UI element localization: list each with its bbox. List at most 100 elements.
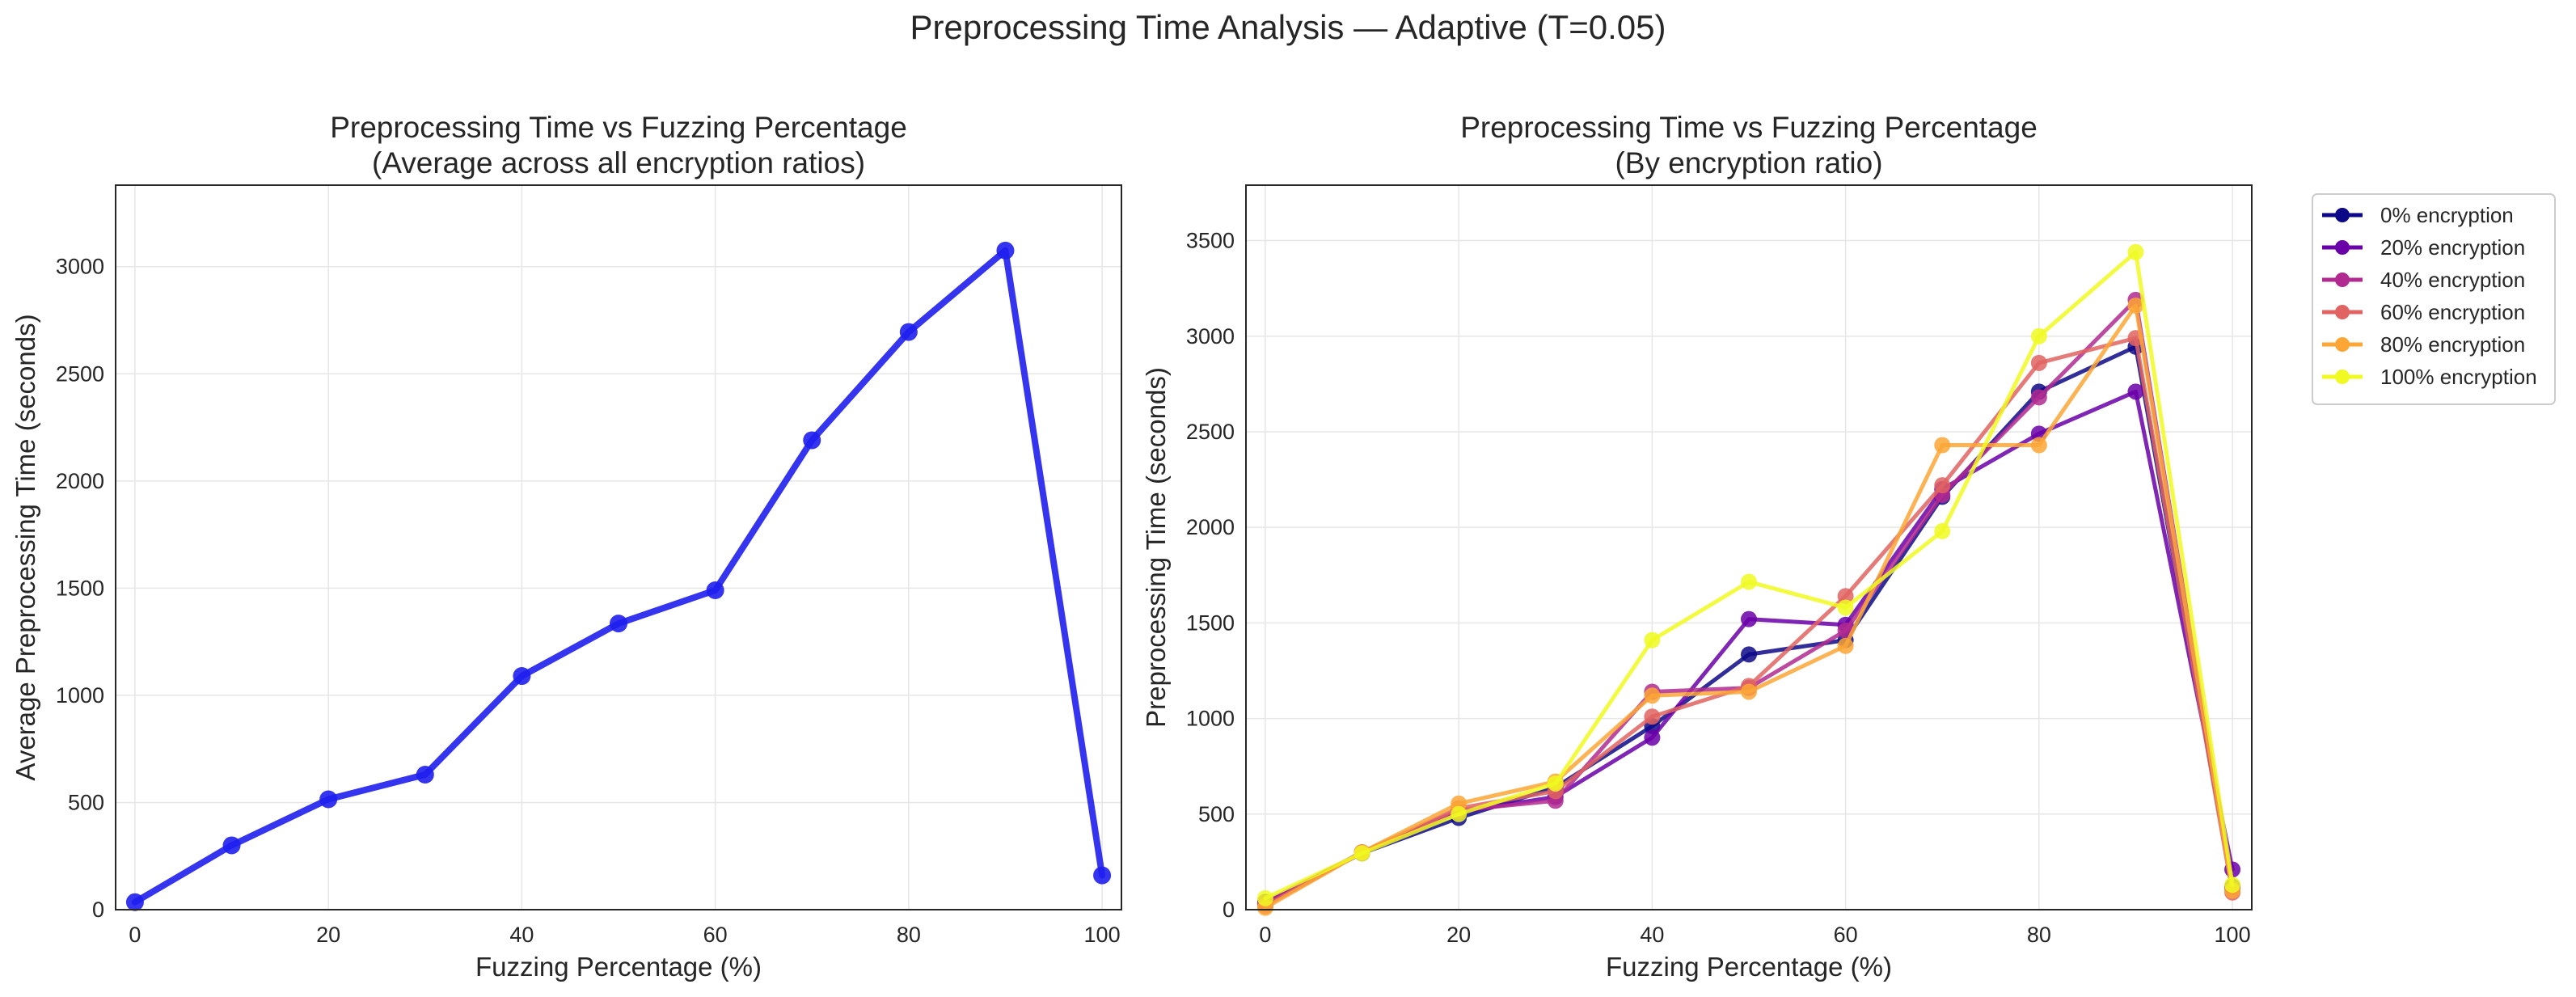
x-tick-label: 80	[897, 923, 921, 947]
average-chart-marks	[125, 241, 1112, 911]
data-point	[2127, 383, 2144, 400]
by-encryption-chart-frame	[1245, 184, 2253, 910]
y-tick-label: 1000	[56, 683, 104, 708]
x-tick-label: 20	[1446, 923, 1471, 947]
data-point	[1741, 683, 1757, 700]
data-point	[996, 241, 1015, 260]
data-point	[1741, 610, 1757, 627]
data-point	[2030, 437, 2047, 454]
data-point	[319, 790, 338, 809]
legend-frame	[2312, 193, 2556, 405]
by-encryption-chart-xlabel: Fuzzing Percentage (%)	[1606, 952, 1892, 982]
x-tick-label: 80	[2027, 923, 2051, 947]
y-tick-label: 2500	[56, 361, 104, 386]
data-point	[416, 765, 434, 784]
x-tick-label: 0	[1259, 923, 1271, 947]
y-tick-label: 0	[1223, 898, 1235, 922]
legend-label: 20% encryption	[2380, 235, 2525, 260]
data-point	[125, 893, 144, 911]
legend-label: 0% encryption	[2380, 203, 2514, 227]
data-point	[222, 836, 241, 855]
by-encryption-chart-title: Preprocessing Time vs Fuzzing Percentage	[1460, 111, 2038, 144]
legend-item: 100% encryption	[2322, 365, 2537, 389]
legend-item: 0% encryption	[2322, 203, 2514, 227]
data-point	[2127, 243, 2144, 260]
y-tick-label: 2500	[1186, 420, 1235, 444]
data-point	[610, 615, 627, 633]
average-chart-title: Preprocessing Time vs Fuzzing Percentage	[330, 111, 907, 144]
data-point	[1547, 775, 1564, 792]
data-point	[2030, 354, 2047, 371]
legend-label: 100% encryption	[2380, 365, 2537, 389]
data-point	[1256, 889, 1273, 906]
x-tick-label: 60	[1834, 923, 1858, 947]
y-tick-label: 1000	[1186, 707, 1235, 731]
average-chart-frame	[115, 184, 1122, 910]
data-point	[1934, 522, 1951, 539]
legend-item: 40% encryption	[2322, 268, 2525, 292]
data-point	[1934, 477, 1951, 494]
by-encryption-chart-marks	[1256, 243, 2241, 916]
data-point	[1837, 599, 1854, 616]
x-tick-label: 100	[2215, 923, 2251, 947]
average-chart-xlabel: Fuzzing Percentage (%)	[475, 952, 762, 982]
x-tick-label: 60	[703, 923, 728, 947]
data-point	[1644, 729, 1661, 746]
average-chart-subtitle: (Average across all encryption ratios)	[372, 146, 865, 180]
x-tick-label: 40	[509, 923, 534, 947]
legend: 0% encryption 20% encryption 40% encryptio…	[2312, 193, 2556, 405]
data-point	[1934, 437, 1951, 454]
y-tick-label: 3500	[1186, 229, 1235, 253]
x-tick-label: 100	[1084, 923, 1121, 947]
legend-item: 60% encryption	[2322, 300, 2525, 324]
data-point	[1451, 805, 1467, 822]
legend-swatch-marker	[2335, 240, 2350, 255]
legend-item: 80% encryption	[2322, 332, 2525, 357]
y-tick-label: 3000	[56, 255, 104, 279]
data-point	[803, 431, 821, 450]
y-tick-label: 0	[92, 898, 104, 922]
data-point	[513, 667, 531, 686]
data-point	[1837, 588, 1854, 605]
y-tick-label: 500	[68, 790, 104, 814]
legend-swatch-marker	[2335, 272, 2350, 287]
by-encryption-chart: 0 20 40 60 80 1000500100015002000250030003500…	[1141, 111, 2253, 982]
average-chart-ylabel: Average Preprocessing Time (seconds)	[11, 314, 40, 780]
data-point	[1837, 637, 1854, 654]
legend-label: 80% encryption	[2380, 332, 2525, 357]
x-tick-label: 40	[1640, 923, 1664, 947]
x-tick-label: 20	[316, 923, 340, 947]
data-point	[2030, 327, 2047, 344]
data-point	[1644, 708, 1661, 725]
data-point	[1644, 632, 1661, 648]
data-point	[1644, 687, 1661, 704]
y-tick-label: 3000	[1186, 324, 1235, 349]
series-5	[1256, 243, 2241, 906]
data-point	[1741, 573, 1757, 590]
x-tick-label: 0	[129, 923, 141, 947]
by-encryption-chart-subtitle: (By encryption ratio)	[1615, 146, 1882, 180]
series-0	[125, 241, 1112, 911]
y-tick-label: 1500	[1186, 610, 1235, 635]
legend-item: 20% encryption	[2322, 235, 2525, 260]
data-point	[1093, 866, 1112, 885]
legend-swatch-marker	[2335, 337, 2350, 352]
y-tick-label: 500	[1198, 802, 1235, 826]
figure-suptitle: Preprocessing Time Analysis — Adaptive (…	[910, 8, 1666, 46]
data-point	[2224, 877, 2241, 893]
average-chart-grid	[116, 185, 1121, 910]
data-point	[899, 323, 918, 341]
by-encryption-chart-ylabel: Preprocessing Time (seconds)	[1141, 367, 1171, 728]
legend-label: 60% encryption	[2380, 300, 2525, 324]
legend-swatch-marker	[2335, 305, 2350, 319]
data-point	[706, 581, 724, 600]
legend-label: 40% encryption	[2380, 268, 2525, 292]
data-point	[1353, 845, 1370, 862]
data-point	[2127, 297, 2144, 314]
legend-swatch-marker	[2335, 370, 2350, 384]
y-tick-label: 2000	[56, 469, 104, 493]
